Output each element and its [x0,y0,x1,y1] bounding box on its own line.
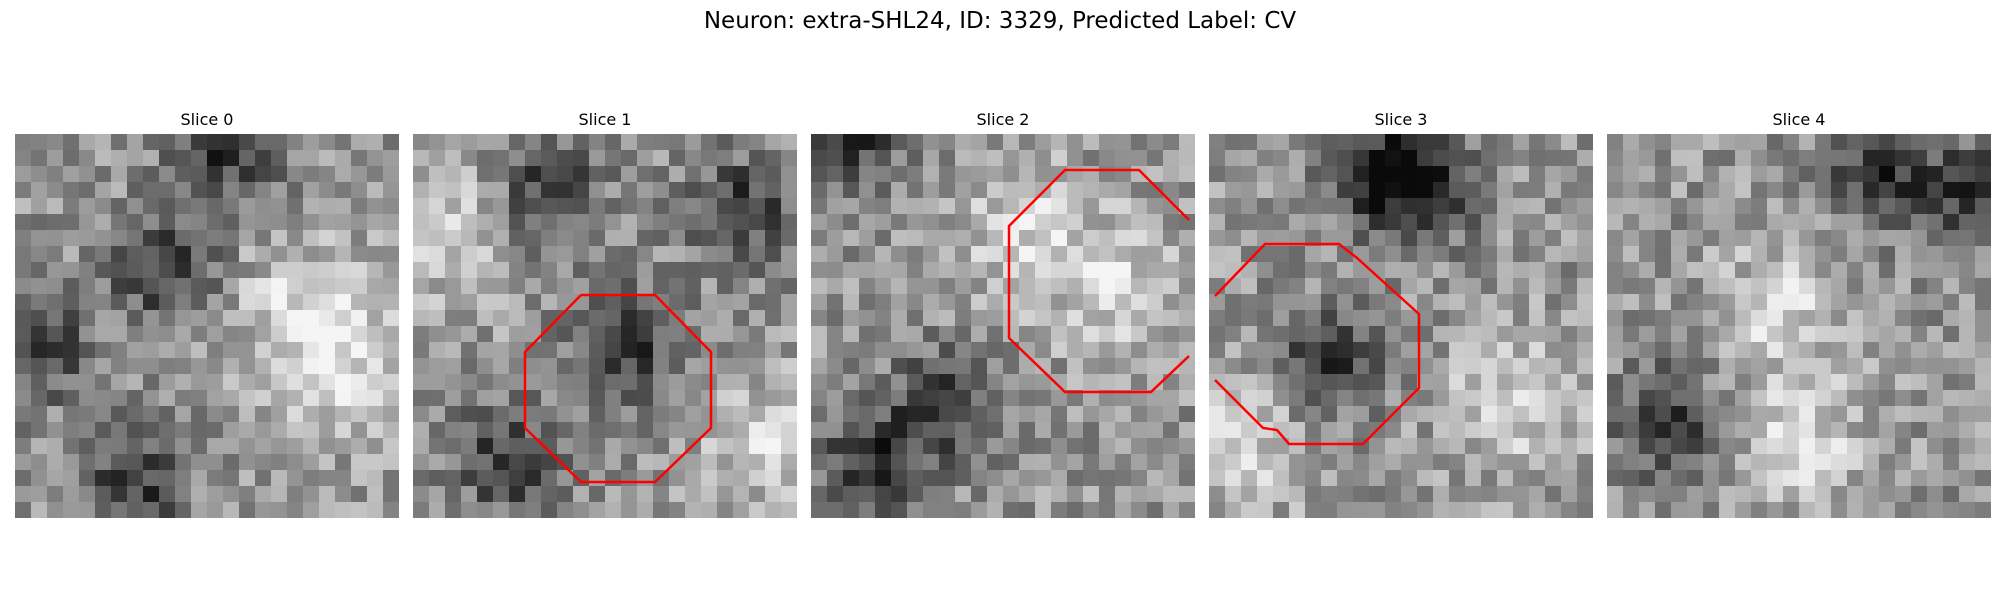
figure-title: Neuron: extra-SHL24, ID: 3329, Predicted… [703,8,1297,34]
slice-title: Slice 2 [976,110,1030,129]
roi-contour [1007,168,1190,394]
roi-contour [1214,242,1421,446]
slice-panel-1: Slice 1 [413,110,797,518]
slice-title: Slice 0 [180,110,234,129]
roi-contour [523,293,713,484]
grayscale-patch [1209,134,1593,518]
slice-title: Slice 4 [1772,110,1826,129]
contour-line [523,293,713,484]
contour-line [1007,168,1190,394]
slice-panel-3: Slice 3 [1209,110,1593,518]
slice-image [413,134,797,518]
grayscale-patch [15,134,399,518]
slice-panel-4: Slice 4 [1607,110,1991,518]
contour-line [1214,242,1421,446]
grayscale-patch [811,134,1195,518]
slice-title: Slice 1 [578,110,632,129]
slice-image [1209,134,1593,518]
grayscale-patch [1607,134,1991,518]
slice-image [811,134,1195,518]
slice-title: Slice 3 [1374,110,1428,129]
slice-image [1607,134,1991,518]
slice-panel-0: Slice 0 [15,110,399,518]
slice-image [15,134,399,518]
grayscale-patch [413,134,797,518]
slice-panel-2: Slice 2 [811,110,1195,518]
